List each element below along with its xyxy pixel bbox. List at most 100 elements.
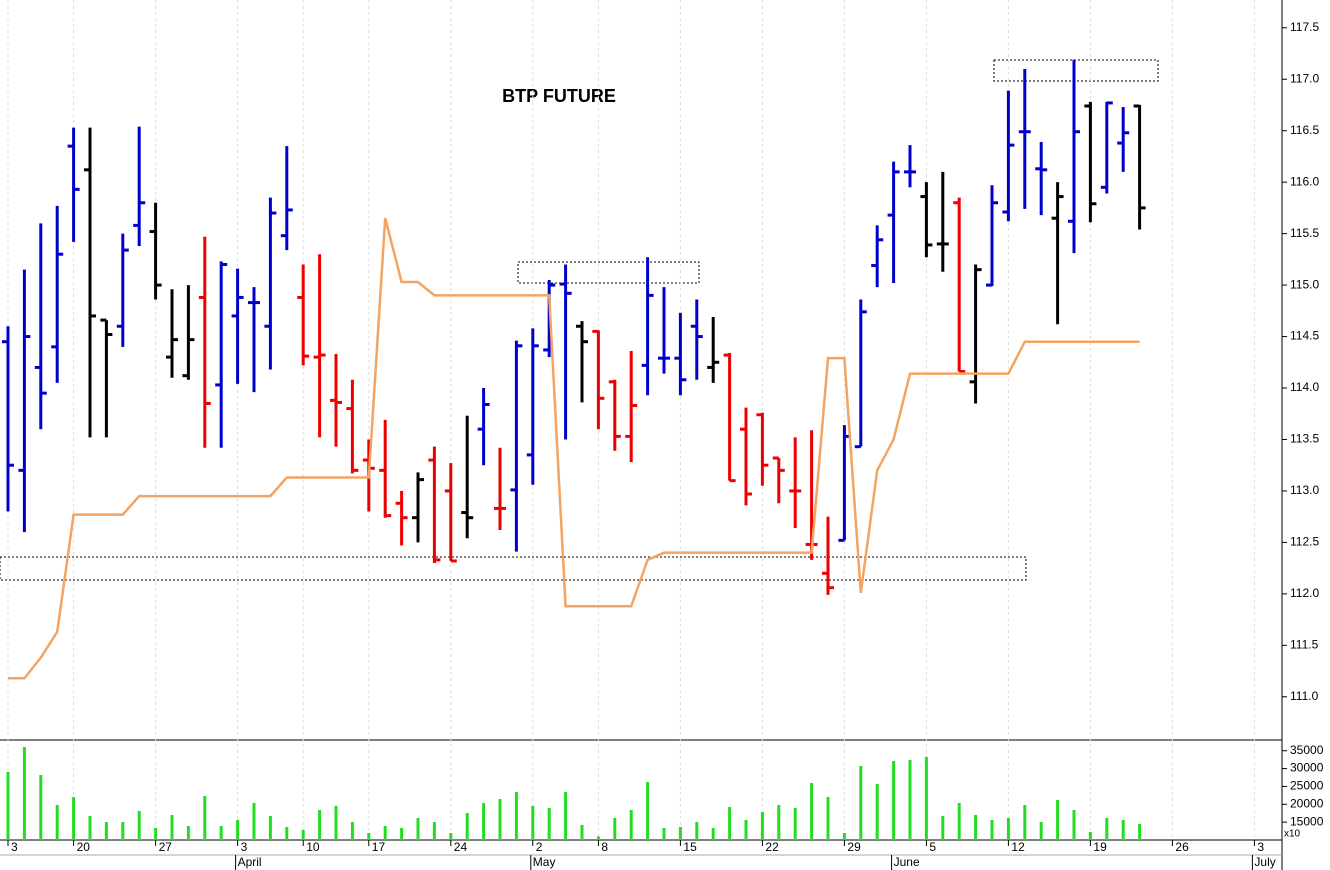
y-tick-label: 35000 bbox=[1290, 743, 1324, 757]
volume-bar bbox=[662, 828, 666, 840]
volume-bar bbox=[6, 772, 10, 840]
volume-bar bbox=[892, 761, 896, 840]
volume-bar bbox=[974, 815, 978, 840]
volume-bar bbox=[236, 820, 240, 840]
volume-bar bbox=[334, 806, 338, 840]
volume-bar bbox=[367, 833, 371, 840]
volume-bar bbox=[941, 816, 945, 840]
y-tick-label: 114.0 bbox=[1290, 380, 1319, 394]
volume-bar bbox=[121, 822, 125, 840]
volume-bar bbox=[957, 803, 961, 840]
volume-bar bbox=[613, 818, 617, 840]
x-tick-label: 24 bbox=[454, 840, 468, 854]
volume-bar bbox=[301, 830, 305, 840]
volume-bar bbox=[547, 808, 551, 840]
volume-unit: x10 bbox=[1284, 829, 1301, 840]
volume-bar bbox=[1105, 818, 1109, 840]
volume-bar bbox=[1138, 824, 1142, 840]
annotation-box bbox=[517, 261, 700, 284]
x-tick-label: 5 bbox=[929, 840, 936, 854]
volume-bar bbox=[1088, 832, 1092, 840]
month-label: July bbox=[1254, 855, 1275, 869]
x-tick-label: 29 bbox=[847, 840, 861, 854]
volume-bar bbox=[842, 833, 846, 840]
y-tick-label: 117.5 bbox=[1290, 20, 1319, 34]
volume-bar bbox=[777, 805, 781, 840]
y-tick-label: 112.5 bbox=[1290, 535, 1319, 549]
volume-bar bbox=[482, 803, 486, 840]
volume-bar bbox=[252, 803, 256, 840]
volume-bar bbox=[646, 782, 650, 840]
volume-bar bbox=[268, 816, 272, 840]
volume-bar bbox=[449, 833, 453, 840]
volume-bar bbox=[285, 827, 289, 840]
volume-bar bbox=[990, 820, 994, 840]
volume-bar bbox=[629, 810, 633, 840]
y-tick-label: 30000 bbox=[1290, 761, 1324, 775]
annotation-box bbox=[0, 556, 1027, 581]
y-tick-label: 115.0 bbox=[1290, 277, 1319, 291]
x-tick-label: 22 bbox=[765, 840, 779, 854]
volume-bar bbox=[793, 808, 797, 840]
y-tick-label: 112.0 bbox=[1290, 586, 1319, 600]
volume-bar bbox=[1006, 818, 1010, 840]
volume-bar bbox=[875, 784, 879, 840]
annotation-box bbox=[993, 59, 1159, 82]
chart-title: BTP FUTURE bbox=[502, 86, 616, 106]
x-tick-label: 17 bbox=[372, 840, 386, 854]
volume-bar bbox=[728, 807, 732, 840]
volume-bar bbox=[1023, 805, 1027, 840]
x-tick-label: 19 bbox=[1093, 840, 1107, 854]
volume-bar bbox=[203, 796, 207, 840]
y-tick-label: 114.5 bbox=[1290, 329, 1319, 343]
y-tick-label: 111.0 bbox=[1290, 689, 1319, 703]
volume-bar bbox=[22, 747, 26, 840]
volume-bar bbox=[564, 792, 568, 840]
month-label: June bbox=[894, 855, 920, 869]
y-tick-label: 111.5 bbox=[1290, 637, 1319, 651]
volume-bar bbox=[760, 812, 764, 840]
volume-bar bbox=[432, 822, 436, 840]
volume-bar bbox=[186, 826, 190, 840]
volume-bar bbox=[219, 826, 223, 840]
volume-bar bbox=[154, 828, 158, 840]
indicator-line bbox=[8, 217, 1140, 680]
x-tick-label: 12 bbox=[1011, 840, 1025, 854]
x-tick-label: 26 bbox=[1175, 840, 1189, 854]
volume-bar bbox=[137, 811, 141, 840]
volume-bar bbox=[711, 828, 715, 840]
volume-bar bbox=[170, 815, 174, 840]
y-tick-label: 20000 bbox=[1290, 796, 1324, 810]
month-label: May bbox=[533, 855, 556, 869]
volume-bar bbox=[350, 822, 354, 840]
volume-bar bbox=[104, 822, 108, 840]
volume-bar bbox=[859, 766, 863, 840]
x-tick-label: 15 bbox=[683, 840, 697, 854]
y-tick-label: 115.5 bbox=[1290, 226, 1319, 240]
volume-bar bbox=[695, 822, 699, 840]
volume-bar bbox=[514, 792, 518, 840]
volume-bar bbox=[1121, 820, 1125, 840]
volume-bar bbox=[1056, 800, 1060, 840]
x-tick-label: 27 bbox=[159, 840, 173, 854]
y-tick-label: 113.0 bbox=[1290, 483, 1319, 497]
volume-bar bbox=[826, 797, 830, 840]
y-tick-label: 113.5 bbox=[1290, 432, 1319, 446]
y-tick-label: 116.0 bbox=[1290, 174, 1319, 188]
volume-bar bbox=[580, 825, 584, 840]
x-tick-label: 2 bbox=[536, 840, 543, 854]
volume-bar bbox=[531, 806, 535, 840]
volume-bar bbox=[596, 836, 600, 840]
x-tick-label: 20 bbox=[77, 840, 91, 854]
y-tick-label: 116.5 bbox=[1290, 123, 1319, 137]
volume-bar bbox=[744, 820, 748, 840]
y-tick-label: 15000 bbox=[1290, 814, 1324, 828]
y-tick-label: 117.0 bbox=[1290, 71, 1319, 85]
volume-bar bbox=[1072, 810, 1076, 840]
x-tick-label: 3 bbox=[241, 840, 248, 854]
volume-bar bbox=[908, 760, 912, 840]
x-tick-label: 3 bbox=[1257, 840, 1264, 854]
volume-bar bbox=[498, 799, 502, 840]
volume-bar bbox=[924, 757, 928, 840]
volume-bar bbox=[39, 775, 43, 840]
